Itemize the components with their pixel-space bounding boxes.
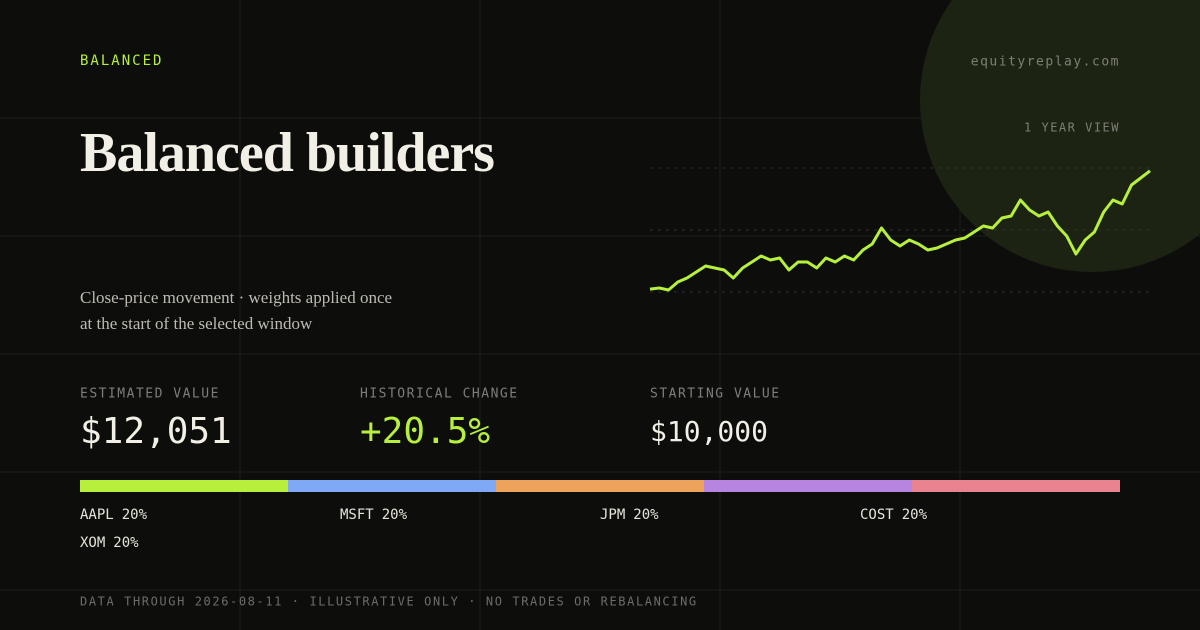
weight-label: AAPL 20%: [80, 507, 148, 523]
ticker: COST: [860, 507, 894, 523]
chart-guides: [650, 167, 1150, 293]
subtitle: at the start of the selected window: [80, 314, 313, 333]
price-line: [649, 169, 1151, 292]
weight-label: COST 20%: [860, 507, 928, 523]
weight-segment: [80, 480, 288, 492]
ticker: JPM: [600, 507, 625, 523]
weight-segment: [496, 480, 704, 492]
stat-value: +20.5%: [360, 411, 490, 452]
weight: 20%: [382, 507, 408, 523]
stat-label: STARTING VALUE: [650, 387, 781, 402]
weight: 20%: [633, 507, 659, 523]
weight-segment: [288, 480, 496, 492]
ticker: XOM: [80, 535, 105, 551]
weight-label: MSFT 20%: [340, 507, 408, 523]
weight-segment: [912, 480, 1120, 492]
weight: 20%: [113, 535, 139, 551]
weight-segment: [704, 480, 912, 492]
category-label: BALANCED: [80, 53, 163, 69]
stat-value: $10,000: [650, 415, 768, 448]
title: Balanced builders: [80, 122, 494, 184]
ticker: MSFT: [340, 507, 374, 523]
ticker: AAPL: [80, 507, 114, 523]
stat-value: $12,051: [80, 411, 232, 452]
glow-circle: [920, 0, 1200, 272]
footer: DATA THROUGH 2026-08-11 · ILLUSTRATIVE O…: [80, 595, 698, 609]
weight-label: JPM 20%: [600, 507, 659, 523]
stat-label: HISTORICAL CHANGE: [360, 387, 519, 402]
subtitle: Close-price movement · weights applied o…: [80, 288, 392, 307]
site: equityreplay.com: [971, 55, 1120, 70]
view-label: 1 YEAR VIEW: [1024, 121, 1120, 135]
weight-label: XOM 20%: [80, 535, 139, 551]
weight: 20%: [122, 507, 148, 523]
weight: 20%: [902, 507, 928, 523]
stat-label: ESTIMATED VALUE: [80, 387, 220, 402]
